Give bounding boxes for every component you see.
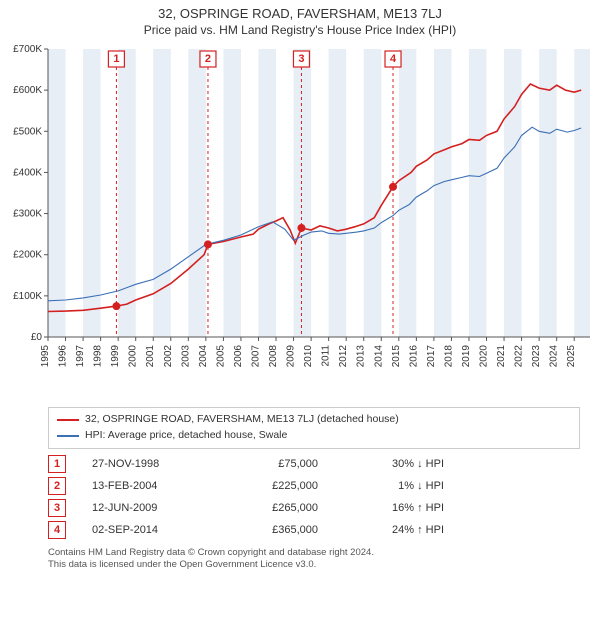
svg-text:2007: 2007: [250, 345, 261, 368]
event-price: £365,000: [228, 524, 318, 536]
chart-svg: 1 2 3 4 £0 £100K £200K £300K £400K £500K £600K £700…: [0, 41, 600, 401]
svg-text:1: 1: [113, 53, 119, 65]
svg-text:1996: 1996: [58, 345, 69, 368]
svg-text:£100K: £100K: [13, 291, 42, 302]
svg-text:2016: 2016: [408, 345, 419, 368]
event-row: 3 12-JUN-2009 £265,000 16% ↑ HPI: [48, 497, 580, 519]
events-table: 1 27-NOV-1998 £75,000 30% ↓ HPI 2 13-FEB-2004…: [48, 453, 580, 541]
event-badge: 3: [48, 499, 66, 517]
svg-text:2021: 2021: [496, 345, 507, 368]
svg-text:1998: 1998: [93, 345, 104, 368]
svg-text:2: 2: [205, 53, 211, 65]
event-price: £225,000: [228, 480, 318, 492]
svg-text:3: 3: [298, 53, 304, 65]
legend-label: HPI: Average price, detached house, Swal…: [85, 428, 287, 444]
svg-text:2010: 2010: [303, 345, 314, 368]
event-date: 12-JUN-2009: [92, 502, 202, 514]
event-date: 13-FEB-2004: [92, 480, 202, 492]
event-badge: 1: [48, 455, 66, 473]
svg-text:£0: £0: [31, 332, 43, 343]
svg-text:2003: 2003: [180, 345, 191, 368]
event-diff: 24% ↑ HPI: [344, 524, 444, 536]
footer-line: Contains HM Land Registry data © Crown c…: [48, 547, 580, 560]
event-badge: 2: [48, 477, 66, 495]
event-date: 02-SEP-2014: [92, 524, 202, 536]
svg-text:2023: 2023: [531, 345, 542, 368]
event-row: 2 13-FEB-2004 £225,000 1% ↓ HPI: [48, 475, 580, 497]
event-date: 27-NOV-1998: [92, 458, 202, 470]
footer: Contains HM Land Registry data © Crown c…: [48, 547, 580, 573]
event-diff: 16% ↑ HPI: [344, 502, 444, 514]
svg-text:2020: 2020: [479, 345, 490, 368]
svg-text:1995: 1995: [40, 345, 51, 368]
svg-text:£300K: £300K: [13, 209, 42, 220]
svg-text:2009: 2009: [286, 345, 297, 368]
svg-text:£500K: £500K: [13, 126, 42, 137]
svg-text:2012: 2012: [338, 345, 349, 368]
svg-text:2025: 2025: [566, 345, 577, 368]
svg-text:4: 4: [390, 53, 397, 65]
svg-text:2005: 2005: [215, 345, 226, 368]
svg-text:2004: 2004: [198, 345, 209, 368]
svg-text:2022: 2022: [514, 345, 525, 368]
svg-text:£600K: £600K: [13, 85, 42, 96]
event-row: 4 02-SEP-2014 £365,000 24% ↑ HPI: [48, 519, 580, 541]
svg-text:2000: 2000: [128, 345, 139, 368]
page-title: 32, OSPRINGE ROAD, FAVERSHAM, ME13 7LJ: [0, 6, 600, 21]
svg-text:2014: 2014: [373, 345, 384, 368]
svg-text:2013: 2013: [356, 345, 367, 368]
footer-line: This data is licensed under the Open Gov…: [48, 559, 580, 572]
svg-text:2024: 2024: [549, 345, 560, 368]
legend-swatch: [57, 435, 79, 437]
event-diff: 30% ↓ HPI: [344, 458, 444, 470]
legend-swatch: [57, 419, 79, 421]
svg-text:2017: 2017: [426, 345, 437, 368]
svg-text:£400K: £400K: [13, 167, 42, 178]
event-row: 1 27-NOV-1998 £75,000 30% ↓ HPI: [48, 453, 580, 475]
legend-label: 32, OSPRINGE ROAD, FAVERSHAM, ME13 7LJ (…: [85, 412, 399, 428]
svg-text:1997: 1997: [75, 345, 86, 368]
svg-text:2015: 2015: [391, 345, 402, 368]
svg-text:£700K: £700K: [13, 44, 42, 55]
svg-text:2001: 2001: [145, 345, 156, 368]
event-price: £75,000: [228, 458, 318, 470]
svg-text:1999: 1999: [110, 345, 121, 368]
legend: 32, OSPRINGE ROAD, FAVERSHAM, ME13 7LJ (…: [48, 407, 580, 449]
legend-row-property: 32, OSPRINGE ROAD, FAVERSHAM, ME13 7LJ (…: [57, 412, 571, 428]
svg-text:2002: 2002: [163, 345, 174, 368]
svg-text:2019: 2019: [461, 345, 472, 368]
legend-row-hpi: HPI: Average price, detached house, Swal…: [57, 428, 571, 444]
svg-text:2006: 2006: [233, 345, 244, 368]
svg-text:£200K: £200K: [13, 250, 42, 261]
svg-text:2011: 2011: [321, 345, 332, 367]
svg-text:2018: 2018: [443, 345, 454, 368]
page-subtitle: Price paid vs. HM Land Registry's House …: [0, 23, 600, 37]
price-chart: 1 2 3 4 £0 £100K £200K £300K £400K £500K £600K £700…: [0, 41, 600, 401]
svg-text:2008: 2008: [268, 345, 279, 368]
event-badge: 4: [48, 521, 66, 539]
event-price: £265,000: [228, 502, 318, 514]
event-diff: 1% ↓ HPI: [344, 480, 444, 492]
